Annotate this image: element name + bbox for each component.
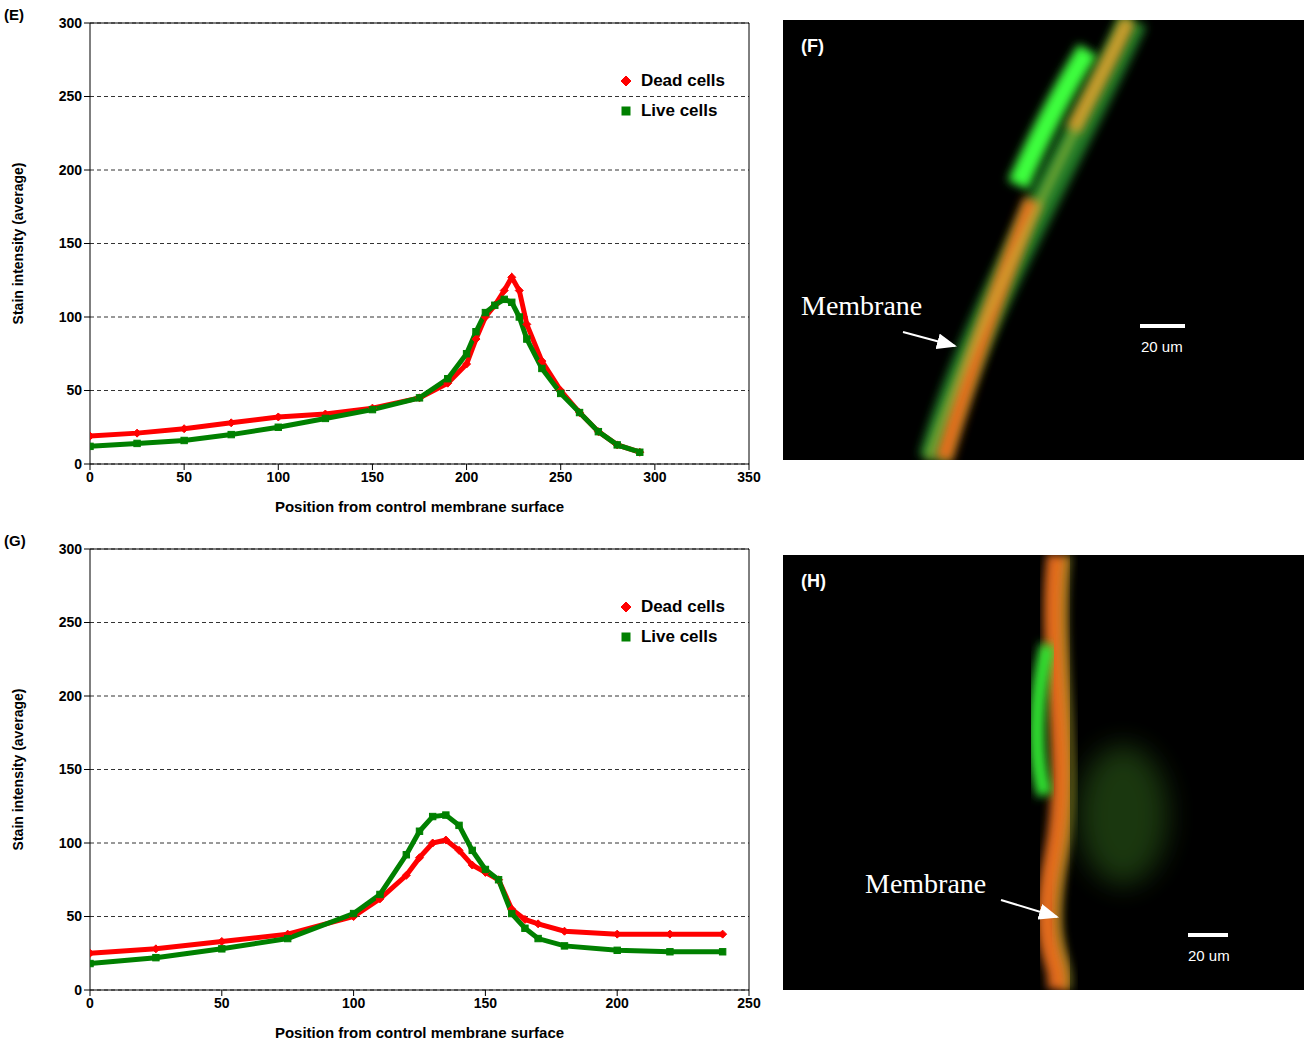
- svg-text:Stain intensity (average): Stain intensity (average): [10, 689, 26, 851]
- svg-text:0: 0: [74, 456, 82, 472]
- svg-text:Position from control membrane: Position from control membrane surface: [275, 498, 564, 515]
- svg-text:200: 200: [606, 995, 630, 1011]
- svg-text:100: 100: [59, 835, 83, 851]
- svg-text:300: 300: [59, 541, 83, 557]
- html-text:Live cells: Live cells: [640, 101, 718, 121]
- svg-text:50: 50: [66, 908, 82, 924]
- svg-text:200: 200: [59, 162, 83, 178]
- svg-text:250: 250: [59, 88, 83, 104]
- svg-text:300: 300: [643, 469, 667, 485]
- svg-text:250: 250: [737, 995, 761, 1011]
- svg-text:250: 250: [59, 614, 83, 630]
- svg-text:250: 250: [549, 469, 573, 485]
- svg-text:50: 50: [214, 995, 230, 1011]
- svg-text:150: 150: [59, 235, 83, 251]
- svg-text:200: 200: [455, 469, 479, 485]
- svg-text:Membrane: Membrane: [801, 290, 922, 321]
- svg-text:100: 100: [59, 309, 83, 325]
- svg-text:150: 150: [59, 761, 83, 777]
- svg-text:(F): (F): [801, 36, 824, 56]
- svg-text:(H): (H): [801, 571, 826, 591]
- svg-text:0: 0: [86, 995, 94, 1011]
- svg-text:100: 100: [342, 995, 366, 1011]
- svg-text:Membrane: Membrane: [865, 868, 986, 899]
- html-text:Dead cells: Dead cells: [640, 597, 725, 617]
- svg-text:150: 150: [361, 469, 385, 485]
- svg-text:20 um: 20 um: [1188, 947, 1230, 964]
- svg-text:50: 50: [66, 382, 82, 398]
- svg-text:300: 300: [59, 15, 83, 31]
- svg-text:200: 200: [59, 688, 83, 704]
- html-text:(G): (G): [4, 532, 26, 549]
- html-text:Live cells: Live cells: [640, 627, 718, 647]
- svg-text:20 um: 20 um: [1141, 338, 1183, 355]
- svg-text:100: 100: [267, 469, 291, 485]
- svg-text:Position from control membrane: Position from control membrane surface: [275, 1024, 564, 1041]
- svg-text:350: 350: [737, 469, 761, 485]
- html-text:(E): (E): [4, 6, 24, 23]
- svg-text:50: 50: [176, 469, 192, 485]
- svg-text:0: 0: [74, 982, 82, 998]
- svg-text:150: 150: [474, 995, 498, 1011]
- html-text:Dead cells: Dead cells: [640, 71, 725, 91]
- svg-text:Stain intensity (average): Stain intensity (average): [10, 163, 26, 325]
- svg-text:0: 0: [86, 469, 94, 485]
